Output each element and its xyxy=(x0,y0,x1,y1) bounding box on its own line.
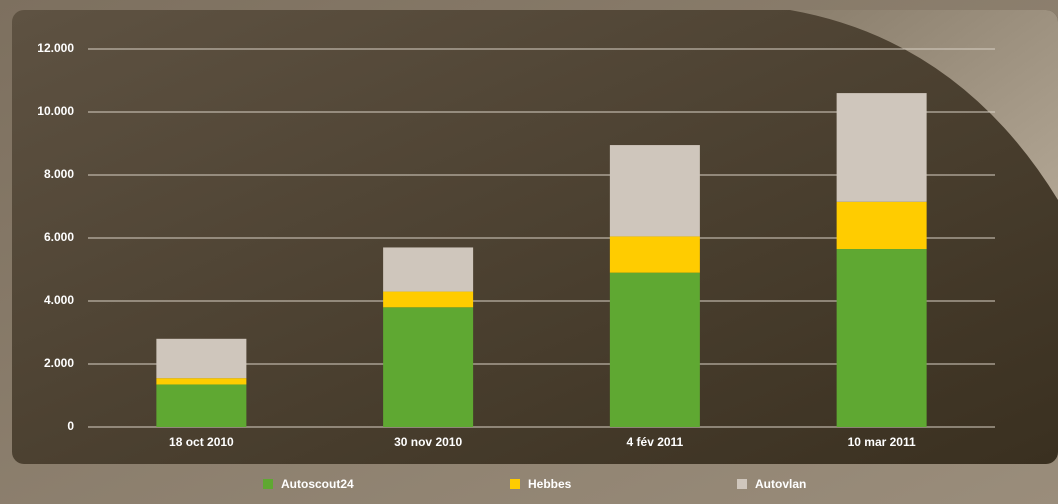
bar-segment xyxy=(609,272,700,427)
y-tick-label: 8.000 xyxy=(44,167,74,181)
bar-segment xyxy=(836,93,927,202)
legend-label: Hebbes xyxy=(528,477,572,491)
legend-label: Autovlan xyxy=(755,477,806,491)
bar-segment xyxy=(156,338,247,379)
legend-swatch xyxy=(510,479,520,489)
panel-corner xyxy=(790,10,1058,200)
y-tick-label: 4.000 xyxy=(44,293,74,307)
bar-segment xyxy=(156,384,247,427)
x-tick-label: 4 fév 2011 xyxy=(627,435,684,449)
x-tick-label: 18 oct 2010 xyxy=(169,435,234,449)
legend-label: Autoscout24 xyxy=(281,477,354,491)
bar-segment xyxy=(836,201,927,250)
bar-segment xyxy=(383,247,474,292)
bar-segment xyxy=(383,307,474,427)
y-tick-label: 0 xyxy=(67,419,74,433)
legend-swatch xyxy=(263,479,273,489)
bar-segment xyxy=(156,378,247,385)
bar-segment xyxy=(609,145,700,237)
panel xyxy=(12,10,1058,464)
y-tick-label: 12.000 xyxy=(37,41,74,55)
bar-segment xyxy=(836,249,927,427)
x-tick-label: 10 mar 2011 xyxy=(848,435,916,449)
y-tick-label: 10.000 xyxy=(37,104,74,118)
y-tick-label: 6.000 xyxy=(44,230,74,244)
legend-swatch xyxy=(737,479,747,489)
bar-segment xyxy=(609,236,700,273)
x-tick-label: 30 nov 2010 xyxy=(394,435,462,449)
bar-segment xyxy=(383,291,474,308)
y-tick-label: 2.000 xyxy=(44,356,74,370)
